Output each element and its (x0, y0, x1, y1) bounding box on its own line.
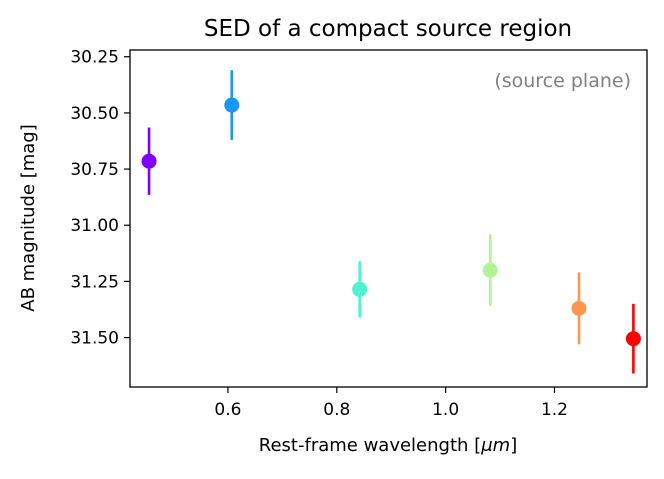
y-tick-label: 30.50 (70, 104, 119, 124)
chart-title: SED of a compact source region (204, 16, 572, 42)
data-point-4 (482, 262, 498, 278)
x-axis-label-prefix: Rest-frame wavelength [ (259, 435, 481, 456)
data-point-5 (571, 300, 587, 316)
data-point-1 (141, 153, 157, 169)
y-tick-label: 31.00 (70, 216, 119, 236)
x-tick-label: 0.6 (214, 400, 241, 420)
y-axis-label: AB magnitude [mag] (18, 124, 39, 312)
data-point-2 (224, 97, 240, 113)
source-plane-annotation: (source plane) (494, 70, 631, 92)
plot-frame (129, 49, 648, 388)
y-tick-label: 30.25 (70, 48, 119, 68)
y-tick-label: 31.50 (70, 329, 119, 349)
data-series (141, 70, 641, 374)
y-axis: 30.25 30.50 30.75 31.00 31.25 31.50 (70, 48, 130, 349)
data-point-3 (352, 281, 368, 297)
x-axis-label-unit: μm (480, 435, 510, 456)
x-tick-label: 1.0 (432, 400, 459, 420)
x-tick-label: 1.2 (541, 400, 568, 420)
data-point-6 (625, 331, 641, 347)
x-axis-label-suffix: ] (510, 435, 517, 456)
y-tick-label: 31.25 (70, 272, 119, 292)
y-tick-label: 30.75 (70, 160, 119, 180)
x-tick-label: 0.8 (323, 400, 350, 420)
x-axis: 0.6 0.8 1.0 1.2 (214, 387, 568, 420)
x-axis-label: Rest-frame wavelength [μm] (259, 435, 517, 456)
